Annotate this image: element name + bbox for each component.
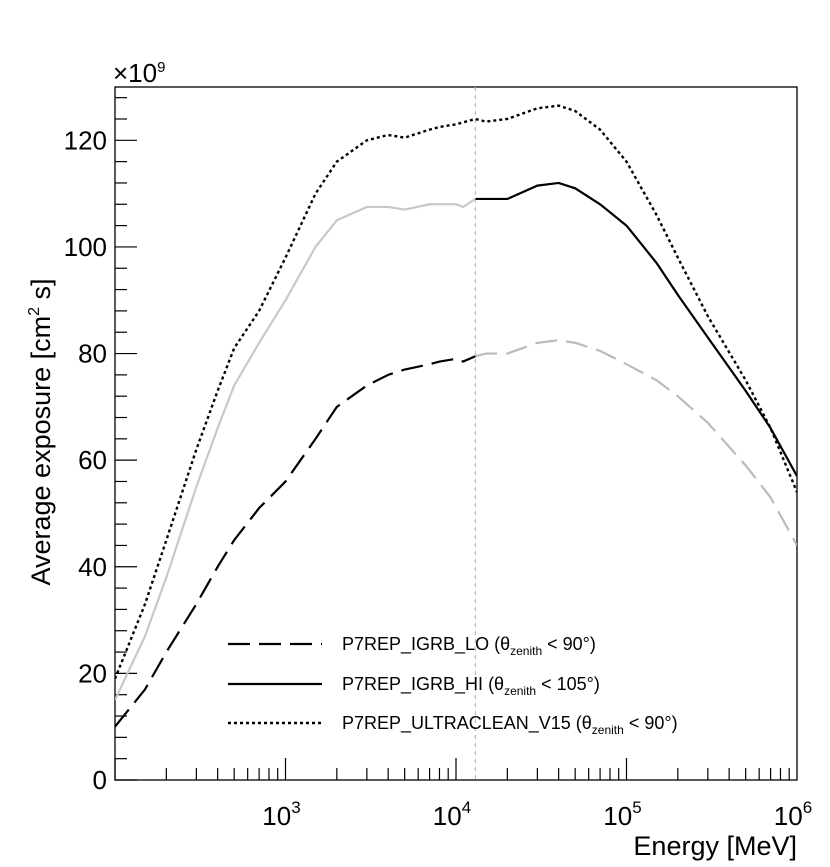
- legend-label-igrb-hi: P7REP_IGRB_HI (θzenith < 105°): [342, 674, 600, 698]
- y-tick-label: 60: [78, 445, 107, 475]
- x-axis-title: Energy [MeV]: [633, 831, 797, 861]
- y-multiplier-label: ×109: [113, 58, 165, 88]
- series-line-p7rep-igrb-hi-high: [475, 181, 797, 477]
- series-line-p7rep-igrb-hi-low: [115, 198, 477, 701]
- y-tick-label: 120: [64, 125, 107, 155]
- series-line-p7rep-ultraclean-v15: [115, 104, 797, 680]
- y-tick-label: 100: [64, 232, 107, 262]
- y-tick-label: 20: [78, 658, 107, 688]
- x-tick-label: 103: [262, 798, 300, 831]
- y-tick-label: 80: [78, 339, 107, 369]
- series-layer: [115, 104, 797, 728]
- legend: P7REP_IGRB_LO (θzenith < 90°) P7REP_IGRB…: [228, 634, 678, 737]
- y-tick-label: 40: [78, 552, 107, 582]
- x-tick-label: 104: [433, 798, 471, 831]
- y-axis-title: Average exposure [cm2 s]: [26, 278, 56, 585]
- tick-labels: 0 20 40 60 80 100 120 103 104 105 106: [64, 125, 813, 831]
- series-line-p7rep-igrb-lo-low: [115, 355, 476, 728]
- legend-entry-igrb-lo: P7REP_IGRB_LO (θzenith < 90°): [228, 634, 596, 658]
- legend-entry-igrb-hi: P7REP_IGRB_HI (θzenith < 105°): [228, 674, 600, 698]
- x-tick-label: 106: [774, 798, 812, 831]
- series-line-p7rep-igrb-lo-high: [475, 339, 797, 546]
- x-tick-label: 105: [603, 798, 641, 831]
- axis-ticks: [114, 97, 790, 781]
- y-tick-label: 0: [93, 765, 107, 795]
- legend-label-igrb-lo: P7REP_IGRB_LO (θzenith < 90°): [342, 634, 596, 658]
- legend-entry-ultraclean: P7REP_ULTRACLEAN_V15 (θzenith < 90°): [228, 713, 678, 737]
- legend-label-ultraclean: P7REP_ULTRACLEAN_V15 (θzenith < 90°): [342, 713, 678, 737]
